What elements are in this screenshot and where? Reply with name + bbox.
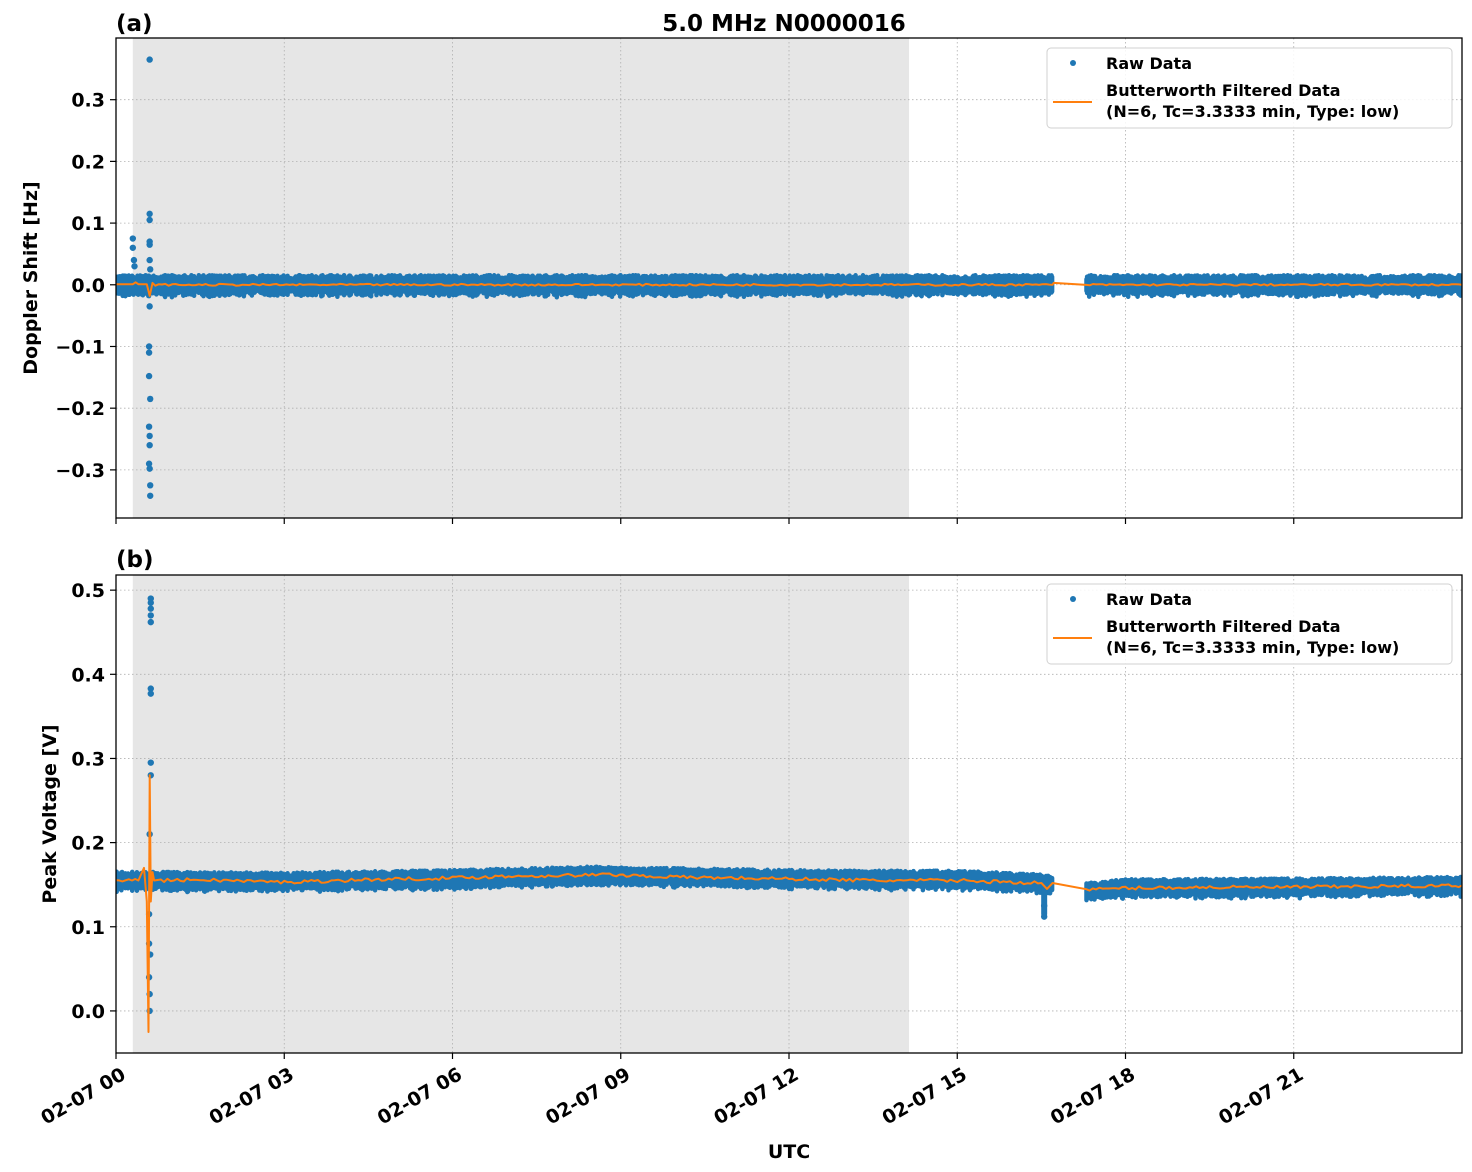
panel-b-grid [116, 575, 1462, 1053]
y-tick-label: 0.3 [71, 90, 105, 112]
y-tick-label: −0.2 [55, 398, 105, 420]
legend-raw-label: Raw Data [1106, 590, 1192, 609]
y-tick-label: 0.5 [71, 580, 105, 602]
panel-b: 0.00.10.20.30.40.5 (b) Peak Voltage [V] … [39, 547, 1463, 1163]
panel-b-ylabel: Peak Voltage [V] [39, 724, 61, 903]
x-tick-label: 02-07 06 [374, 1063, 466, 1129]
y-tick-label: 0.1 [71, 917, 105, 939]
figure-title: 5.0 MHz N0000016 [662, 11, 906, 37]
x-tick-label: 02-07 09 [542, 1063, 634, 1129]
legend-filtered-label-2: (N=6, Tc=3.3333 min, Type: low) [1106, 638, 1399, 657]
y-tick-label: 0.2 [71, 151, 105, 173]
panel-a: −0.3 −0.2 −0.1 0.0 0.1 0.2 0.3 (a) 5.0 MHz N00… [20, 11, 1463, 524]
raw-data-marker-icon [1070, 596, 1076, 602]
x-tick-label: 02-07 12 [710, 1063, 802, 1129]
panel-a-data [116, 56, 1462, 499]
y-tick-label: 0.3 [71, 748, 105, 770]
x-tick-label: 02-07 03 [205, 1063, 297, 1129]
legend-filtered-label-2: (N=6, Tc=3.3333 min, Type: low) [1106, 102, 1399, 121]
x-tick-labels: 02-07 00 02-07 03 02-07 06 02-07 09 02-07 12… [37, 1063, 1307, 1129]
y-tick-label: −0.1 [55, 336, 105, 358]
legend-filtered-label-1: Butterworth Filtered Data [1106, 617, 1341, 636]
x-axis-label: UTC [768, 1141, 810, 1163]
y-tick-label: 0.1 [71, 213, 105, 235]
y-tick-label: 0.0 [71, 1001, 105, 1023]
panel-b-ticks: 0.0 0.1 0.2 0.3 0.4 0.5 [71, 580, 1295, 1059]
panel-b-label: (b) [116, 547, 154, 573]
panel-a-legend: Raw Data Butterworth Filtered Data (N=6,… [1046, 47, 1453, 129]
y-tick-label: 0.2 [71, 833, 105, 855]
panel-b-shaded-region [132, 575, 910, 1053]
y-tick-label: −0.3 [55, 460, 105, 482]
y-tick-label: 0.0 [71, 275, 105, 297]
x-tick-label: 02-07 21 [1215, 1063, 1307, 1129]
x-tick-label: 02-07 00 [37, 1063, 129, 1129]
panel-b-data [116, 595, 1462, 1033]
x-tick-label: 02-07 15 [878, 1063, 970, 1129]
raw-data-marker-icon [1070, 60, 1076, 66]
panel-b-legend: Raw Data Butterworth Filtered Data (N=6,… [1046, 583, 1453, 665]
y-tick-label: 0.4 [71, 664, 105, 686]
panel-a-ylabel: Doppler Shift [Hz] [20, 181, 42, 374]
legend-filtered-label-1: Butterworth Filtered Data [1106, 81, 1341, 100]
panel-a-ticks: −0.3 −0.2 −0.1 0.0 0.1 0.2 0.3 [55, 90, 1295, 524]
legend-raw-label: Raw Data [1106, 54, 1192, 73]
x-tick-label: 02-07 18 [1047, 1063, 1139, 1129]
panel-a-label: (a) [116, 11, 153, 37]
